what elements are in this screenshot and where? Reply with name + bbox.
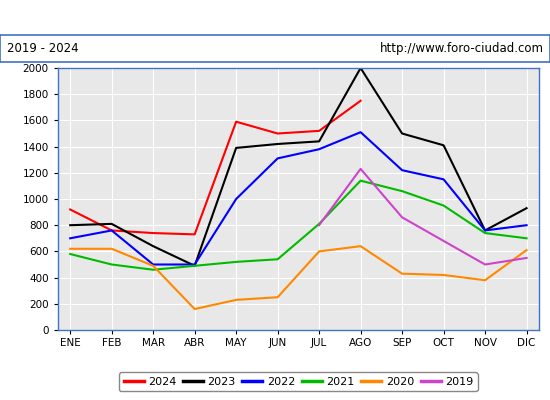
Legend: 2024, 2023, 2022, 2021, 2020, 2019: 2024, 2023, 2022, 2021, 2020, 2019 — [119, 372, 478, 391]
Text: Evolucion Nº Turistas Extranjeros en el municipio de Ames: Evolucion Nº Turistas Extranjeros en el … — [34, 10, 516, 24]
Text: 2019 - 2024: 2019 - 2024 — [7, 42, 78, 55]
Text: http://www.foro-ciudad.com: http://www.foro-ciudad.com — [379, 42, 543, 55]
